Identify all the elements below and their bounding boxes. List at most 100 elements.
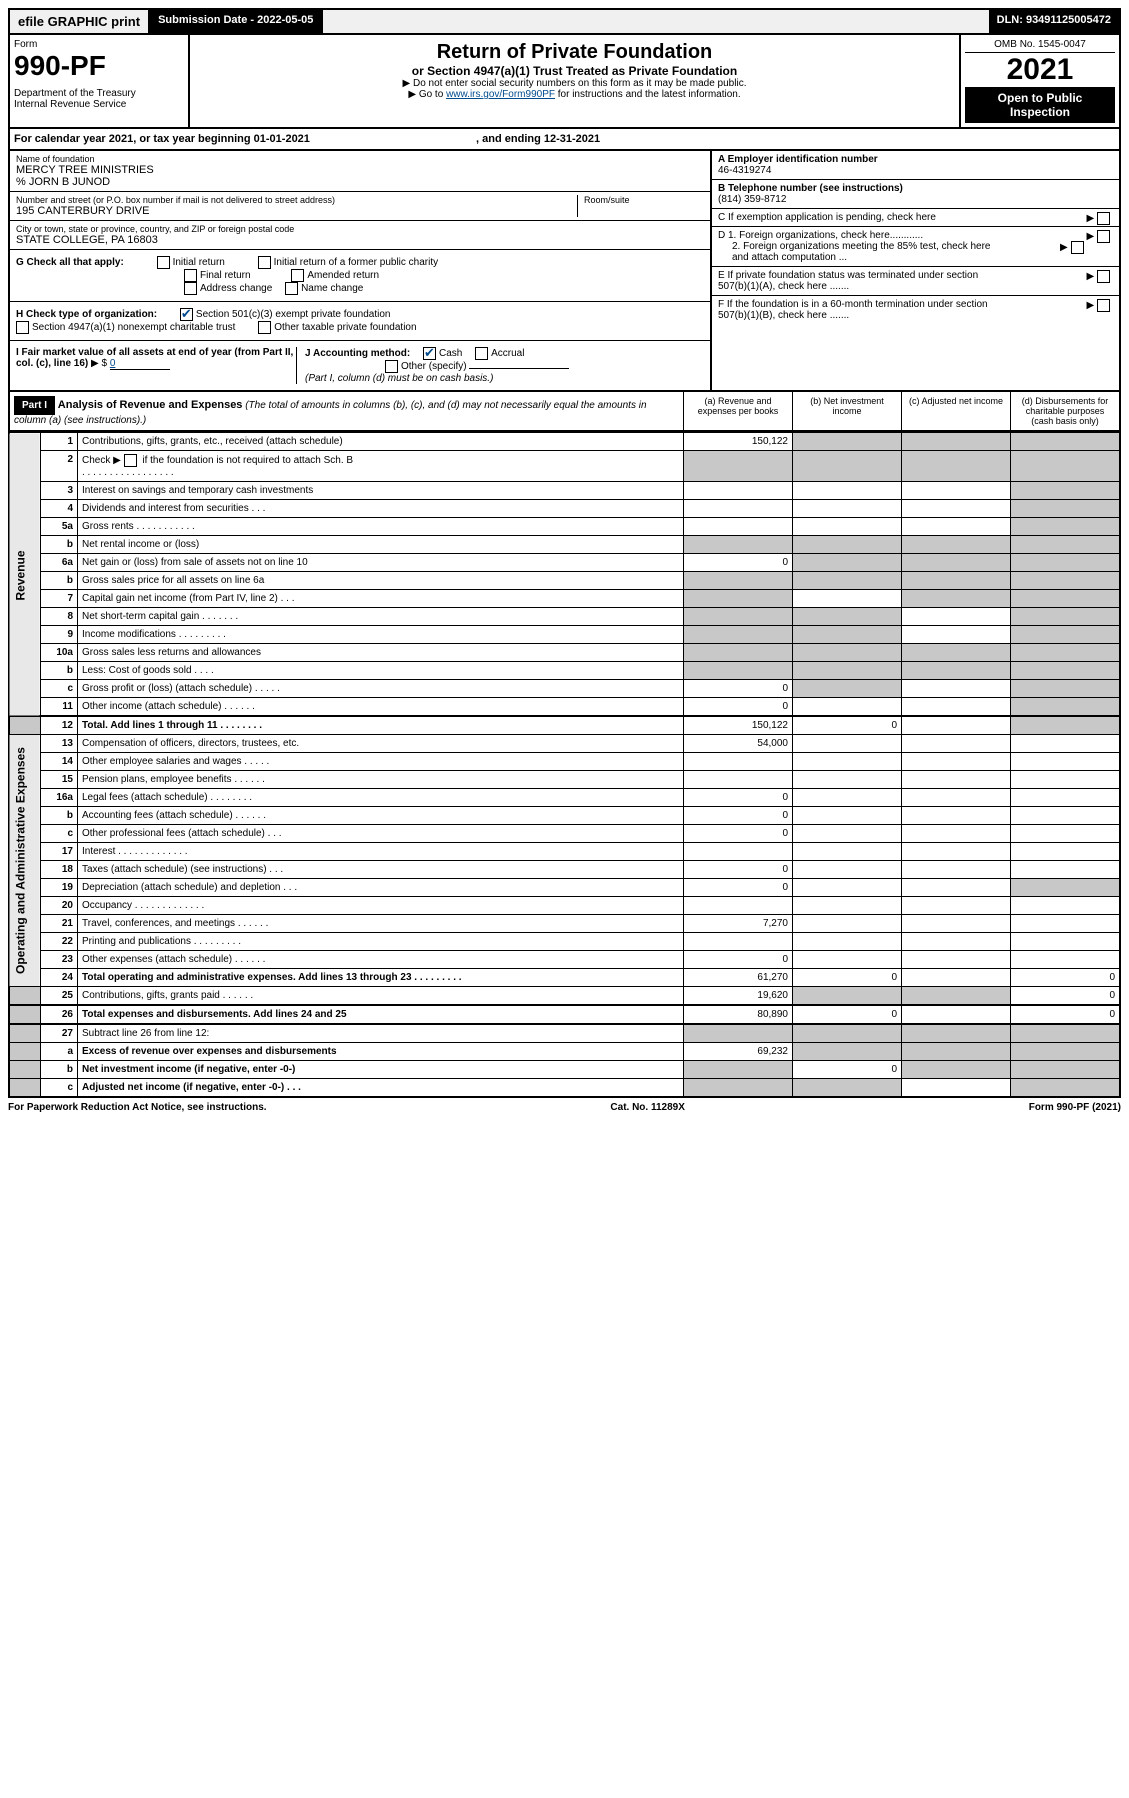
e-row: E If private foundation status was termi… [712,267,1119,296]
cb-schb[interactable] [124,454,137,467]
cb-other-tax[interactable] [258,321,271,334]
cb-d1[interactable] [1097,230,1110,243]
g-initial: Initial return [173,257,225,268]
phone-row: B Telephone number (see instructions) (8… [712,180,1119,209]
name-label: Name of foundation [16,154,704,164]
table-row: 9Income modifications . . . . . . . . . [9,626,1120,644]
cb-name[interactable] [285,282,298,295]
table-row: 2 Check ▶ if the foundation is not requi… [9,451,1120,482]
e-label: E If private foundation status was termi… [718,270,1008,292]
irs-link[interactable]: www.irs.gov/Form990PF [446,89,555,100]
table-row: cAdjusted net income (if negative, enter… [9,1079,1120,1098]
form-title: Return of Private Foundation [196,41,953,64]
open-public: Open to Public Inspection [965,87,1115,123]
ij-section: I Fair market value of all assets at end… [10,341,710,390]
cb-e[interactable] [1097,270,1110,283]
b-label: B Telephone number (see instructions) [718,183,903,194]
g-label: G Check all that apply: [16,257,124,268]
note-goto: ▶ Go to www.irs.gov/Form990PF for instru… [196,89,953,100]
cb-f[interactable] [1097,299,1110,312]
cb-c[interactable] [1097,212,1110,225]
arrow-icon: ▶ [1060,242,1068,253]
table-row: 4Dividends and interest from securities … [9,500,1120,518]
cb-cash[interactable] [423,347,436,360]
cb-address[interactable] [184,282,197,295]
cb-d2[interactable] [1071,241,1084,254]
revenue-side-label: Revenue [9,433,41,717]
part1-title-cell: Part I Analysis of Revenue and Expenses … [10,392,683,430]
i-prefix: ▶ $ [91,358,107,369]
j-cash: Cash [439,348,462,359]
care-of: % JORN B JUNOD [16,176,704,188]
footer-right: Form 990-PF (2021) [1029,1102,1121,1113]
f-label: F If the foundation is in a 60-month ter… [718,299,1008,321]
header-mid: Return of Private Foundation or Section … [190,35,961,127]
part1-title: Analysis of Revenue and Expenses [58,399,243,411]
g-section: G Check all that apply: Initial return I… [10,250,710,302]
info-right: A Employer identification number 46-4319… [712,151,1119,390]
d2-label: 2. Foreign organizations meeting the 85%… [718,241,1002,263]
page-footer: For Paperwork Reduction Act Notice, see … [8,1098,1121,1117]
note-ssn: ▶ Do not enter social security numbers o… [196,78,953,89]
table-row: bAccounting fees (attach schedule) . . .… [9,807,1120,825]
submission-date: Submission Date - 2022-05-05 [150,10,323,33]
dept-label: Department of the Treasury Internal Reve… [14,88,184,110]
h-section: H Check type of organization: Section 50… [10,302,710,341]
arrow-icon: ▶ [1087,271,1095,282]
foundation-name-row: Name of foundation MERCY TREE MINISTRIES… [10,151,710,192]
tax-year: 2021 [965,53,1115,87]
part1-badge: Part I [14,396,55,415]
room-label: Room/suite [584,195,704,205]
cb-accrual[interactable] [475,347,488,360]
c-label: C If exemption application is pending, c… [718,212,936,223]
table-row: 17Interest . . . . . . . . . . . . . [9,843,1120,861]
table-row: 5aGross rents . . . . . . . . . . . [9,518,1120,536]
table-row: 26Total expenses and disbursements. Add … [9,1005,1120,1024]
footer-left: For Paperwork Reduction Act Notice, see … [8,1102,267,1113]
info-left: Name of foundation MERCY TREE MINISTRIES… [10,151,712,390]
h-opt3: Other taxable private foundation [274,322,416,333]
table-row: 20Occupancy . . . . . . . . . . . . . [9,897,1120,915]
arrow-icon: ▶ [1087,213,1095,224]
g-final: Final return [200,270,251,281]
form-word: Form [14,39,184,50]
ein-value: 46-4319274 [718,165,771,176]
j-label: J Accounting method: [305,348,410,359]
h-label: H Check type of organization: [16,309,157,320]
table-row: cGross profit or (loss) (attach schedule… [9,680,1120,698]
table-row: 24Total operating and administrative exp… [9,969,1120,987]
table-row: 12Total. Add lines 1 through 11 . . . . … [9,716,1120,735]
address-row: Number and street (or P.O. box number if… [10,192,710,221]
part1-header-row: Part I Analysis of Revenue and Expenses … [8,392,1121,432]
cb-501c3[interactable] [180,308,193,321]
calendar-year-row: For calendar year 2021, or tax year begi… [8,129,1121,151]
d-row: D 1. Foreign organizations, check here..… [712,227,1119,267]
table-row: 21Travel, conferences, and meetings . . … [9,915,1120,933]
table-row: 8Net short-term capital gain . . . . . .… [9,608,1120,626]
table-row: 25Contributions, gifts, grants paid . . … [9,987,1120,1006]
phone-value: (814) 359-8712 [718,194,786,205]
cal-text-b: , and ending 12-31-2021 [476,133,600,145]
g-initial-former: Initial return of a former public charit… [274,257,439,268]
top-bar: efile GRAPHIC print Submission Date - 20… [8,8,1121,35]
cb-initial-former[interactable] [258,256,271,269]
cb-4947[interactable] [16,321,29,334]
col-c-head: (c) Adjusted net income [901,392,1010,430]
city-label: City or town, state or province, country… [16,224,704,234]
i-value[interactable]: 0 [110,358,170,370]
ein-row: A Employer identification number 46-4319… [712,151,1119,180]
note2-suffix: for instructions and the latest informat… [555,89,741,100]
g-name: Name change [301,283,363,294]
h-opt1: Section 501(c)(3) exempt private foundat… [196,309,391,320]
cb-final[interactable] [184,269,197,282]
cb-other-acct[interactable] [385,360,398,373]
c-row: C If exemption application is pending, c… [712,209,1119,227]
cb-initial[interactable] [157,256,170,269]
table-row: 22Printing and publications . . . . . . … [9,933,1120,951]
dln-label: DLN: 93491125005472 [989,10,1119,33]
note2-prefix: ▶ Go to [408,89,446,100]
foundation-name: MERCY TREE MINISTRIES [16,164,704,176]
arrow-icon: ▶ [1087,300,1095,311]
form-header: Form 990-PF Department of the Treasury I… [8,35,1121,129]
cb-amended[interactable] [291,269,304,282]
